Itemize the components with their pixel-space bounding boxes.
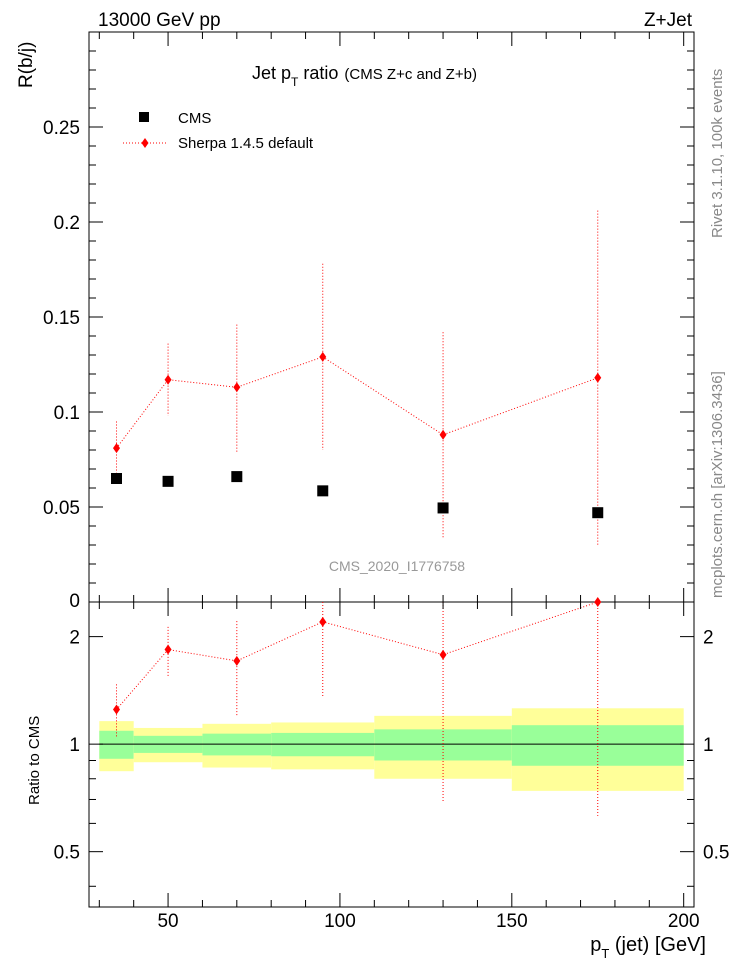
main-y-tick-label: 0.1 bbox=[54, 403, 80, 424]
header-process: Z+Jet bbox=[644, 10, 693, 31]
sherpa-point bbox=[113, 443, 120, 454]
x-tick-label: 50 bbox=[157, 911, 178, 932]
sherpa-point bbox=[319, 351, 327, 362]
title-rest: ratio bbox=[298, 63, 338, 83]
x-axis-label-rest: (jet) [GeV] bbox=[609, 934, 706, 956]
legend-sherpa-marker bbox=[141, 138, 149, 148]
sherpa-point bbox=[594, 372, 602, 383]
legend-sherpa-label: Sherpa 1.4.5 default bbox=[178, 135, 314, 152]
title-sub: T bbox=[291, 75, 299, 89]
plot-title: Jet pT ratio (CMS Z+c and Z+b) bbox=[252, 63, 477, 89]
x-tick-label: 200 bbox=[668, 911, 700, 932]
x-axis-label-sub: T bbox=[601, 946, 609, 961]
mcplots-label: mcplots.cern.ch [arXiv:1306.3436] bbox=[709, 371, 726, 598]
title-main: Jet p bbox=[252, 63, 291, 83]
cms-point bbox=[162, 475, 174, 487]
main-y-tick-label: 0.05 bbox=[43, 498, 80, 519]
main-y-tick-label: 0.2 bbox=[54, 213, 80, 234]
chart-marks bbox=[111, 210, 604, 816]
legend-cms-label: CMS bbox=[178, 110, 211, 127]
ratio-y-tick-label-left: 2 bbox=[69, 628, 80, 649]
x-axis-label: pT (jet) [GeV] bbox=[590, 934, 706, 961]
analysis-watermark: CMS_2020_I1776758 bbox=[329, 558, 465, 574]
ratio-y-tick-label-left: 0.5 bbox=[54, 843, 80, 864]
ratio-band-inner bbox=[99, 730, 134, 759]
x-tick-label: 150 bbox=[496, 911, 528, 932]
header-energy: 13000 GeV pp bbox=[98, 10, 221, 31]
cms-point bbox=[592, 507, 604, 519]
sherpa-point bbox=[439, 429, 447, 440]
ratio-bands bbox=[99, 708, 684, 791]
sherpa-point bbox=[164, 374, 172, 385]
cms-point bbox=[231, 471, 243, 483]
axis-ticks: 0.05 0.1 0.15 0.2 0.25 0 50 100 150 200 0.5 0.5 1 1 2 2 bbox=[43, 32, 729, 932]
ratio-point bbox=[113, 704, 120, 715]
main-y-tick-label-zero: 0 bbox=[69, 591, 80, 612]
ratio-series-line bbox=[116, 601, 598, 710]
legend-cms-marker bbox=[139, 112, 149, 122]
x-tick-label: 100 bbox=[324, 911, 356, 932]
ratio-point bbox=[319, 616, 327, 627]
x-axis-label-main: p bbox=[590, 934, 601, 956]
ratio-y-tick-label-right: 0.5 bbox=[703, 843, 729, 864]
main-y-tick-label: 0.15 bbox=[43, 308, 80, 329]
main-y-tick-label: 0.25 bbox=[43, 118, 80, 139]
cms-point bbox=[437, 502, 449, 514]
ratio-point bbox=[233, 655, 241, 666]
legend: CMS Sherpa 1.4.5 default bbox=[123, 110, 314, 152]
ratio-y-tick-label-right: 2 bbox=[703, 628, 714, 649]
sherpa-point bbox=[233, 382, 241, 393]
ratio-panel-frame bbox=[88, 601, 695, 908]
sherpa-series-line bbox=[116, 356, 598, 449]
main-y-axis-label: R(b/j) bbox=[16, 42, 37, 88]
title-small: (CMS Z+c and Z+b) bbox=[344, 66, 477, 83]
ratio-point bbox=[439, 649, 447, 660]
ratio-point bbox=[164, 644, 172, 655]
ratio-y-tick-label-right: 1 bbox=[703, 735, 714, 756]
rivet-version-label: Rivet 3.1.10, 100k events bbox=[709, 69, 726, 238]
cms-point bbox=[111, 473, 122, 484]
ratio-y-tick-label-left: 1 bbox=[69, 735, 80, 756]
cms-point bbox=[317, 485, 329, 497]
ratio-point bbox=[594, 597, 602, 607]
ratio-y-axis-label: Ratio to CMS bbox=[26, 716, 43, 805]
